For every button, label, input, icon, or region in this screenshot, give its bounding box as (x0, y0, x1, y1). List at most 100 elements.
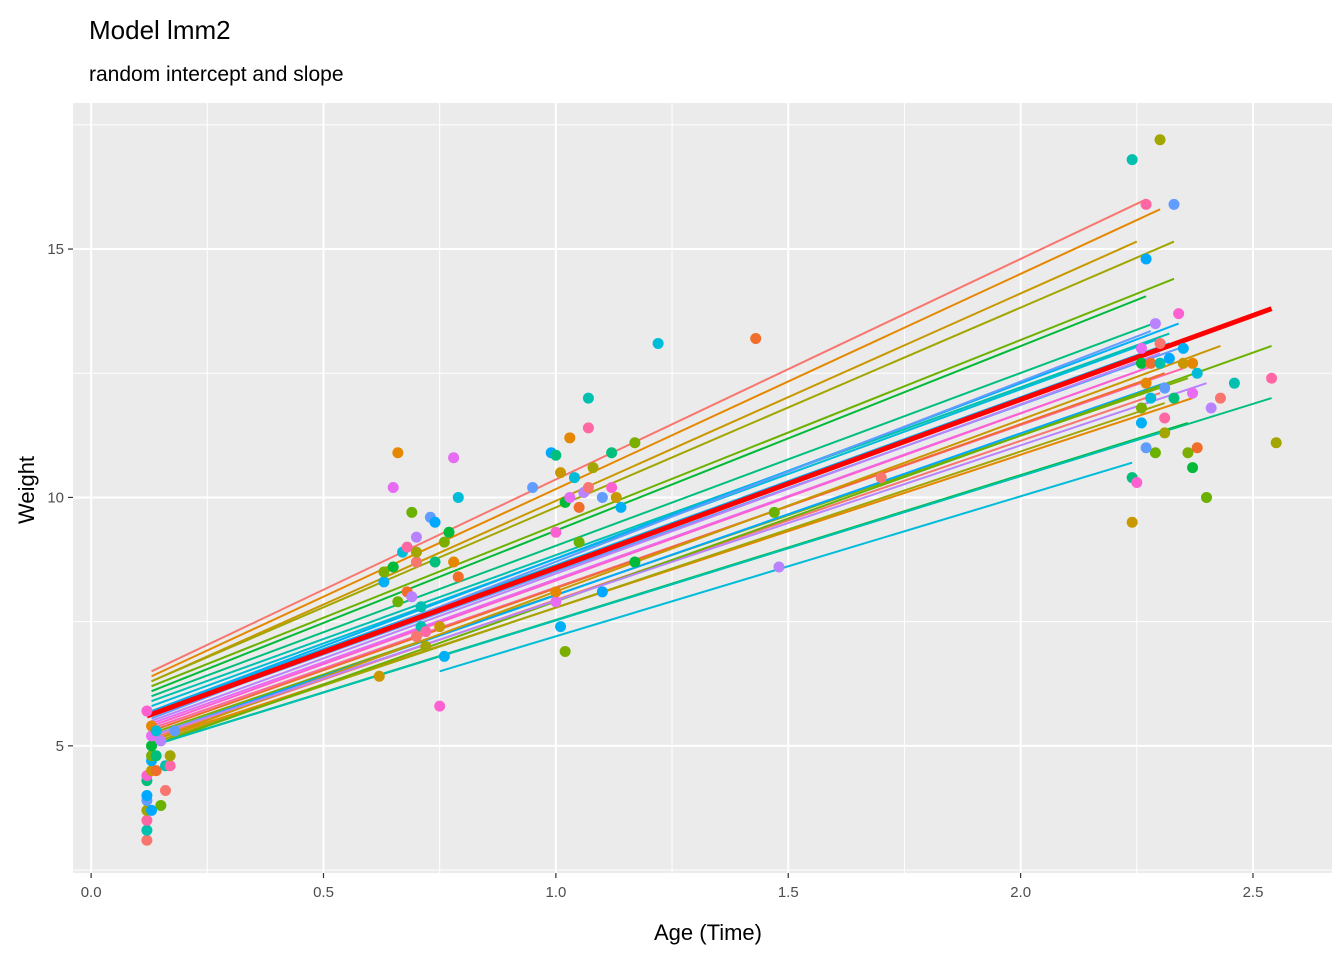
y-tick-label: 15 (47, 241, 64, 258)
group-fit-line (151, 352, 1161, 722)
data-point (550, 449, 562, 461)
data-point (141, 824, 153, 836)
data-point (150, 765, 162, 777)
data-point (629, 437, 641, 449)
data-point (146, 804, 158, 816)
data-point (615, 501, 627, 513)
data-point (141, 834, 153, 846)
data-point (568, 472, 580, 484)
data-point (420, 640, 432, 652)
data-point (141, 705, 153, 717)
data-point (1149, 318, 1161, 330)
data-point (1187, 462, 1199, 474)
data-point (410, 556, 422, 568)
data-point (150, 750, 162, 762)
data-point (378, 566, 390, 578)
group-fit-line (151, 402, 1166, 745)
data-point (1177, 357, 1189, 369)
group-fit-line (151, 362, 1161, 727)
data-point (438, 650, 450, 662)
x-tick-label: 1.0 (545, 884, 566, 901)
data-point (146, 740, 158, 752)
data-point (596, 491, 608, 503)
data-point (1159, 412, 1171, 424)
data-point (164, 750, 176, 762)
data-point (1270, 437, 1282, 449)
data-point (1191, 442, 1203, 454)
data-point (448, 452, 460, 464)
data-point (410, 631, 422, 643)
y-tick-label: 5 (56, 738, 64, 755)
data-point (159, 785, 171, 797)
group-fit-line (151, 208, 1161, 678)
data-point (1145, 357, 1157, 369)
data-point (401, 541, 413, 553)
group-lines (151, 198, 1272, 747)
x-tick-label: 1.5 (778, 884, 799, 901)
data-point (164, 760, 176, 772)
data-point (1149, 447, 1161, 459)
data-point (1145, 392, 1157, 404)
group-fit-line (151, 344, 1272, 747)
group-fit-line (151, 382, 1166, 737)
x-axis-title: Age (Time) (654, 920, 762, 945)
data-point (1187, 387, 1199, 399)
data-point (1168, 198, 1180, 210)
data-points (141, 134, 1282, 846)
group-fit-line (151, 277, 1175, 688)
data-point (429, 516, 441, 528)
data-point (1214, 392, 1226, 404)
group-fit-line (151, 382, 1207, 737)
data-point (169, 725, 181, 737)
group-fit-line (151, 198, 1147, 673)
data-point (587, 462, 599, 474)
fixed-effect-line (146, 306, 1273, 719)
data-point (773, 561, 785, 573)
data-point (1266, 372, 1278, 384)
data-point (1126, 154, 1138, 166)
data-point (1173, 308, 1185, 320)
group-fit-line (151, 320, 1161, 698)
data-point (555, 621, 567, 633)
chart-subtitle: random intercept and slope (89, 63, 344, 86)
data-point (768, 506, 780, 518)
data-point (1135, 417, 1147, 429)
data-point (1187, 357, 1199, 369)
data-point (420, 626, 432, 638)
group-fit-line (151, 240, 1175, 683)
data-point (373, 670, 385, 682)
data-point (1135, 357, 1147, 369)
data-point (550, 596, 562, 608)
data-point (155, 735, 167, 747)
data-point (573, 536, 585, 548)
data-point (555, 467, 567, 479)
data-point (750, 332, 762, 344)
data-point (582, 422, 594, 434)
group-fit-line (151, 332, 1170, 703)
data-point (1163, 352, 1175, 364)
data-point (392, 596, 404, 608)
data-point (1154, 134, 1166, 146)
group-fit-line (151, 240, 1138, 683)
fixed-effect-line (146, 306, 1273, 719)
data-point (1135, 342, 1147, 354)
data-point (378, 576, 390, 588)
x-tick-label: 0.0 (81, 884, 102, 901)
data-point (652, 337, 664, 349)
data-point (1159, 427, 1171, 439)
data-point (1140, 442, 1152, 454)
data-point (1159, 382, 1171, 394)
data-point (550, 586, 562, 598)
data-point (1140, 253, 1152, 265)
data-point (410, 531, 422, 543)
data-point (410, 546, 422, 558)
data-point (429, 556, 441, 568)
plot-panel (73, 103, 1332, 873)
data-point (1154, 357, 1166, 369)
group-fit-line (151, 431, 1161, 747)
data-point (387, 482, 399, 494)
x-tick-label: 2.0 (1010, 884, 1031, 901)
data-point (1131, 477, 1143, 489)
data-point (1228, 377, 1240, 389)
